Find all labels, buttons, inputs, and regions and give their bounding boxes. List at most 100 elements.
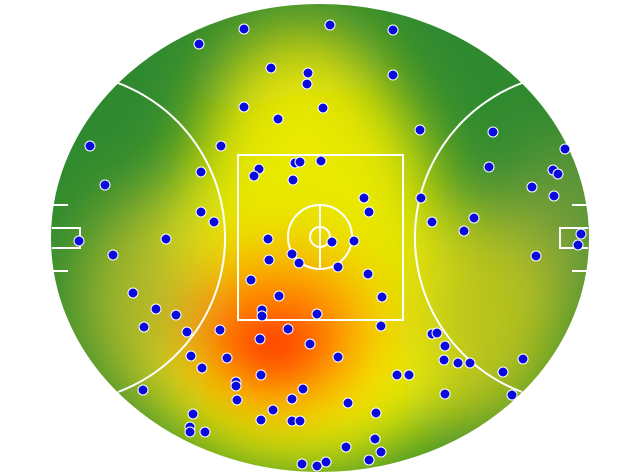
point <box>245 274 257 286</box>
point <box>526 181 538 193</box>
point <box>552 168 564 180</box>
point <box>415 192 427 204</box>
point <box>107 249 119 261</box>
point <box>272 113 284 125</box>
point <box>267 404 279 416</box>
point <box>248 170 260 182</box>
point <box>181 326 193 338</box>
point <box>304 338 316 350</box>
point <box>265 62 277 74</box>
point <box>287 174 299 186</box>
point <box>548 190 560 202</box>
point <box>262 233 274 245</box>
point <box>150 303 162 315</box>
point <box>559 143 571 155</box>
point <box>238 101 250 113</box>
point <box>238 23 250 35</box>
point <box>369 433 381 445</box>
point <box>196 362 208 374</box>
point <box>517 353 529 365</box>
point <box>370 407 382 419</box>
point <box>286 248 298 260</box>
point <box>230 380 242 392</box>
point <box>311 308 323 320</box>
point <box>215 140 227 152</box>
point <box>340 441 352 453</box>
point <box>375 320 387 332</box>
point <box>483 161 495 173</box>
point <box>293 257 305 269</box>
point <box>199 426 211 438</box>
point <box>426 216 438 228</box>
point <box>391 369 403 381</box>
point <box>387 24 399 36</box>
point <box>348 235 360 247</box>
point <box>254 333 266 345</box>
point <box>302 67 314 79</box>
point <box>332 261 344 273</box>
point <box>297 383 309 395</box>
point <box>363 454 375 466</box>
point <box>363 206 375 218</box>
point <box>375 446 387 458</box>
point <box>530 250 542 262</box>
point <box>294 415 306 427</box>
point <box>214 324 226 336</box>
point <box>184 426 196 438</box>
point <box>170 309 182 321</box>
point <box>273 290 285 302</box>
point <box>439 388 451 400</box>
point <box>403 369 415 381</box>
point <box>282 323 294 335</box>
point <box>468 212 480 224</box>
point <box>311 460 323 472</box>
point <box>431 327 443 339</box>
point <box>358 192 370 204</box>
point <box>487 126 499 138</box>
point <box>195 166 207 178</box>
point <box>575 228 587 240</box>
point <box>387 69 399 81</box>
point <box>193 38 205 50</box>
point <box>315 155 327 167</box>
point <box>160 233 172 245</box>
point <box>286 393 298 405</box>
point <box>497 366 509 378</box>
point <box>73 235 85 247</box>
point <box>452 357 464 369</box>
point <box>332 351 344 363</box>
point <box>572 239 584 251</box>
point <box>99 179 111 191</box>
point <box>362 268 374 280</box>
point <box>376 291 388 303</box>
point <box>317 102 329 114</box>
point <box>208 216 220 228</box>
point <box>263 254 275 266</box>
point <box>185 350 197 362</box>
point <box>326 236 338 248</box>
point <box>195 206 207 218</box>
point <box>138 321 150 333</box>
point <box>255 369 267 381</box>
point <box>231 394 243 406</box>
point <box>438 354 450 366</box>
point <box>84 140 96 152</box>
point <box>342 397 354 409</box>
point <box>506 389 518 401</box>
point <box>255 414 267 426</box>
point <box>294 156 306 168</box>
point <box>127 287 139 299</box>
point <box>324 19 336 31</box>
point <box>458 225 470 237</box>
point <box>320 456 332 468</box>
point <box>464 357 476 369</box>
point <box>221 352 233 364</box>
point <box>439 340 451 352</box>
point <box>187 408 199 420</box>
point <box>414 124 426 136</box>
point <box>296 458 308 470</box>
point <box>301 78 313 90</box>
point <box>137 384 149 396</box>
point <box>256 310 268 322</box>
